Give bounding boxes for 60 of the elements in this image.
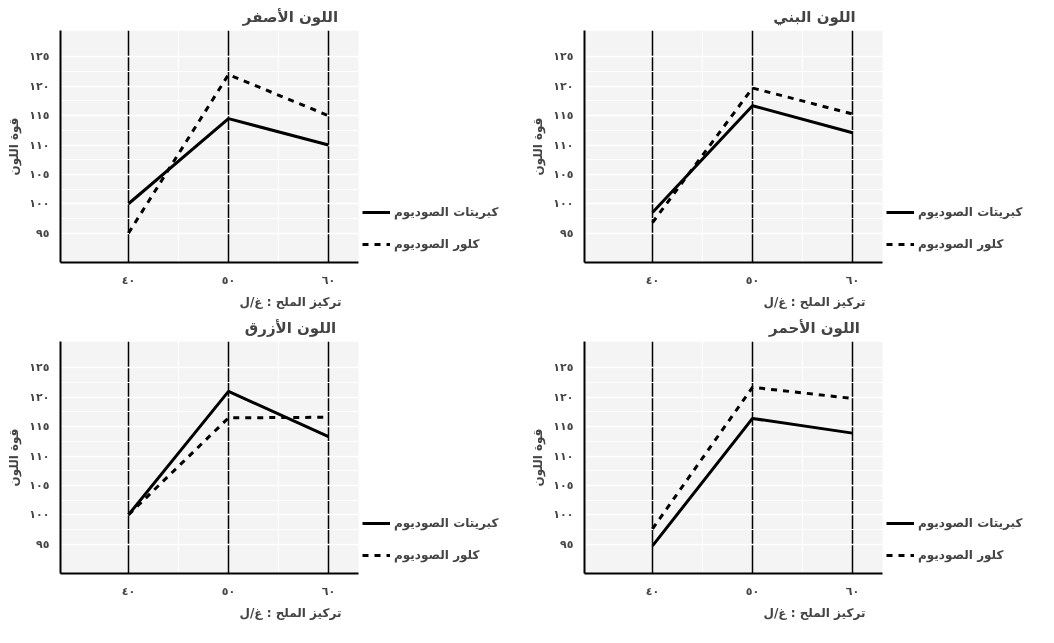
y-axis-title: قوة اللون (531, 428, 547, 487)
x-tick-label: ٦٠ (321, 584, 336, 598)
y-tick-label: ١٢٠ (553, 79, 574, 93)
x-tick-label: ٤٠ (121, 273, 136, 287)
chart-title: اللون البني (773, 7, 856, 26)
legend-label: كبريتات الصوديوم (918, 516, 1024, 530)
y-axis-title: قوة اللون (7, 428, 23, 487)
y-tick-label: ١٢٥ (553, 50, 574, 64)
chart-title: اللون الأحمر (768, 318, 860, 337)
y-tick-label: ٩٥ (560, 226, 574, 240)
x-tick-label: ٦٠ (321, 273, 336, 287)
y-tick-label: ١٠٥ (553, 478, 574, 492)
y-tick-label: ١١٥ (553, 109, 574, 123)
x-tick-label: ٥٠ (745, 273, 760, 287)
x-axis-title: تركيز الملح : غ/ل (239, 605, 342, 620)
y-tick-label: ١١٠ (29, 138, 50, 152)
legend-label: كلور الصوديوم (394, 548, 481, 562)
y-tick-label: ١١٠ (29, 449, 50, 463)
y-tick-label: ١١٥ (29, 420, 50, 434)
y-tick-label: ١٢٠ (29, 390, 50, 404)
legend-label: كبريتات الصوديوم (394, 205, 500, 219)
x-axis-title: تركيز الملح : غ/ل (239, 294, 342, 309)
legend-label: كلور الصوديوم (918, 237, 1005, 251)
y-axis-title: قوة اللون (531, 117, 547, 176)
legend-label: كلور الصوديوم (918, 548, 1005, 562)
y-tick-label: ١٢٥ (29, 361, 50, 375)
y-tick-label: ١١٥ (29, 109, 50, 123)
y-tick-label: ١١٠ (553, 449, 574, 463)
x-axis-title: تركيز الملح : غ/ل (763, 294, 866, 309)
legend-label: كلور الصوديوم (394, 237, 481, 251)
y-tick-label: ١١٥ (553, 420, 574, 434)
y-tick-label: ١٠٥ (29, 167, 50, 181)
legend-label: كبريتات الصوديوم (918, 205, 1024, 219)
x-tick-label: ٥٠ (745, 584, 760, 598)
y-tick-label: ١١٠ (553, 138, 574, 152)
chart-title: اللون الأصفر (241, 7, 339, 26)
y-axis-title: قوة اللون (7, 117, 23, 176)
x-tick-label: ٥٠ (221, 273, 236, 287)
x-tick-label: ٤٠ (645, 273, 660, 287)
y-tick-label: ١٢٥ (29, 50, 50, 64)
chart-title: اللون الأزرق (244, 318, 337, 337)
y-tick-label: ٩٥ (36, 537, 50, 551)
x-tick-label: ٤٠ (645, 584, 660, 598)
legend-label: كبريتات الصوديوم (394, 516, 500, 530)
y-tick-label: ١٠٥ (553, 167, 574, 181)
x-tick-label: ٦٠ (845, 584, 860, 598)
y-tick-label: ١٠٠ (29, 197, 50, 211)
y-tick-label: ٩٥ (560, 537, 574, 551)
y-tick-label: ١٠٠ (553, 197, 574, 211)
y-tick-label: ١٢٠ (553, 390, 574, 404)
x-tick-label: ٤٠ (121, 584, 136, 598)
y-tick-label: ١٠٠ (29, 508, 50, 522)
x-axis-title: تركيز الملح : غ/ل (763, 605, 866, 620)
y-tick-label: ١٠٥ (29, 478, 50, 492)
y-tick-label: ١٢٥ (553, 361, 574, 375)
y-tick-label: ١٢٠ (29, 79, 50, 93)
y-tick-label: ١٠٠ (553, 508, 574, 522)
y-tick-label: ٩٥ (36, 226, 50, 240)
x-tick-label: ٥٠ (221, 584, 236, 598)
x-tick-label: ٦٠ (845, 273, 860, 287)
